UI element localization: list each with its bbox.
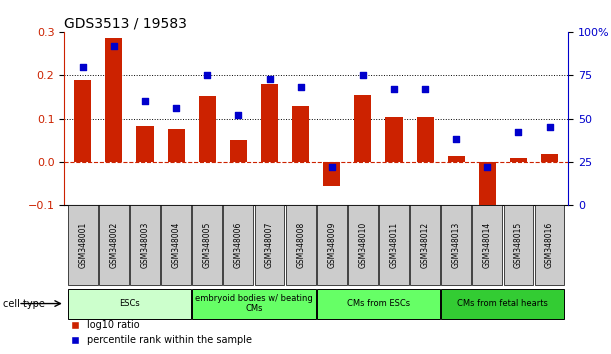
Text: GSM348011: GSM348011 <box>389 222 398 268</box>
Text: CMs from fetal hearts: CMs from fetal hearts <box>458 299 548 308</box>
Text: GSM348008: GSM348008 <box>296 222 305 268</box>
Bar <box>417 117 434 162</box>
FancyBboxPatch shape <box>503 205 533 285</box>
Point <box>389 86 399 92</box>
Point <box>296 85 306 90</box>
FancyBboxPatch shape <box>192 205 222 285</box>
FancyBboxPatch shape <box>68 289 191 319</box>
Text: GSM348014: GSM348014 <box>483 222 492 268</box>
Text: GDS3513 / 19583: GDS3513 / 19583 <box>64 17 187 31</box>
FancyBboxPatch shape <box>410 205 440 285</box>
FancyBboxPatch shape <box>472 205 502 285</box>
Point <box>171 105 181 111</box>
Text: GSM348003: GSM348003 <box>141 222 150 268</box>
FancyBboxPatch shape <box>192 289 315 319</box>
FancyBboxPatch shape <box>255 205 285 285</box>
Point <box>233 112 243 118</box>
Bar <box>510 159 527 162</box>
Point <box>544 124 554 130</box>
Text: CMs from ESCs: CMs from ESCs <box>347 299 410 308</box>
Text: GSM348009: GSM348009 <box>327 222 336 268</box>
Text: GSM348007: GSM348007 <box>265 222 274 268</box>
Bar <box>136 126 153 162</box>
Bar <box>541 154 558 162</box>
Text: GSM348005: GSM348005 <box>203 222 212 268</box>
Bar <box>479 162 496 212</box>
Point <box>483 164 492 170</box>
Text: GSM348001: GSM348001 <box>78 222 87 268</box>
Text: ESCs: ESCs <box>119 299 140 308</box>
Bar <box>292 105 309 162</box>
FancyBboxPatch shape <box>99 205 129 285</box>
Point <box>358 73 368 78</box>
Point <box>202 73 212 78</box>
Point <box>140 98 150 104</box>
Point <box>452 137 461 142</box>
Point <box>109 43 119 48</box>
Bar <box>105 38 122 162</box>
Point <box>327 164 337 170</box>
Text: GSM348015: GSM348015 <box>514 222 523 268</box>
FancyBboxPatch shape <box>317 205 346 285</box>
Point <box>265 76 274 81</box>
Point <box>420 86 430 92</box>
Bar <box>75 80 92 162</box>
FancyBboxPatch shape <box>224 205 254 285</box>
Text: GSM348012: GSM348012 <box>420 222 430 268</box>
Bar <box>386 117 403 162</box>
Text: GSM348006: GSM348006 <box>234 222 243 268</box>
Bar <box>199 96 216 162</box>
Text: GSM348013: GSM348013 <box>452 222 461 268</box>
Bar <box>448 156 465 162</box>
FancyBboxPatch shape <box>286 205 315 285</box>
FancyBboxPatch shape <box>161 205 191 285</box>
Text: GSM348010: GSM348010 <box>359 222 367 268</box>
Text: GSM348004: GSM348004 <box>172 222 181 268</box>
Text: GSM348016: GSM348016 <box>545 222 554 268</box>
Point <box>78 64 88 69</box>
Bar <box>354 95 371 162</box>
FancyBboxPatch shape <box>441 205 471 285</box>
Legend: log10 ratio, percentile rank within the sample: log10 ratio, percentile rank within the … <box>66 316 256 349</box>
Text: GSM348002: GSM348002 <box>109 222 119 268</box>
FancyBboxPatch shape <box>379 205 409 285</box>
Point <box>514 130 524 135</box>
FancyBboxPatch shape <box>441 289 565 319</box>
FancyBboxPatch shape <box>348 205 378 285</box>
Bar <box>230 140 247 162</box>
Text: embryoid bodies w/ beating
CMs: embryoid bodies w/ beating CMs <box>195 294 313 313</box>
FancyBboxPatch shape <box>535 205 565 285</box>
Text: cell type: cell type <box>3 298 45 309</box>
FancyBboxPatch shape <box>68 205 98 285</box>
Bar <box>261 84 278 162</box>
FancyBboxPatch shape <box>130 205 160 285</box>
Bar <box>323 162 340 186</box>
Bar <box>167 130 185 162</box>
FancyBboxPatch shape <box>317 289 440 319</box>
